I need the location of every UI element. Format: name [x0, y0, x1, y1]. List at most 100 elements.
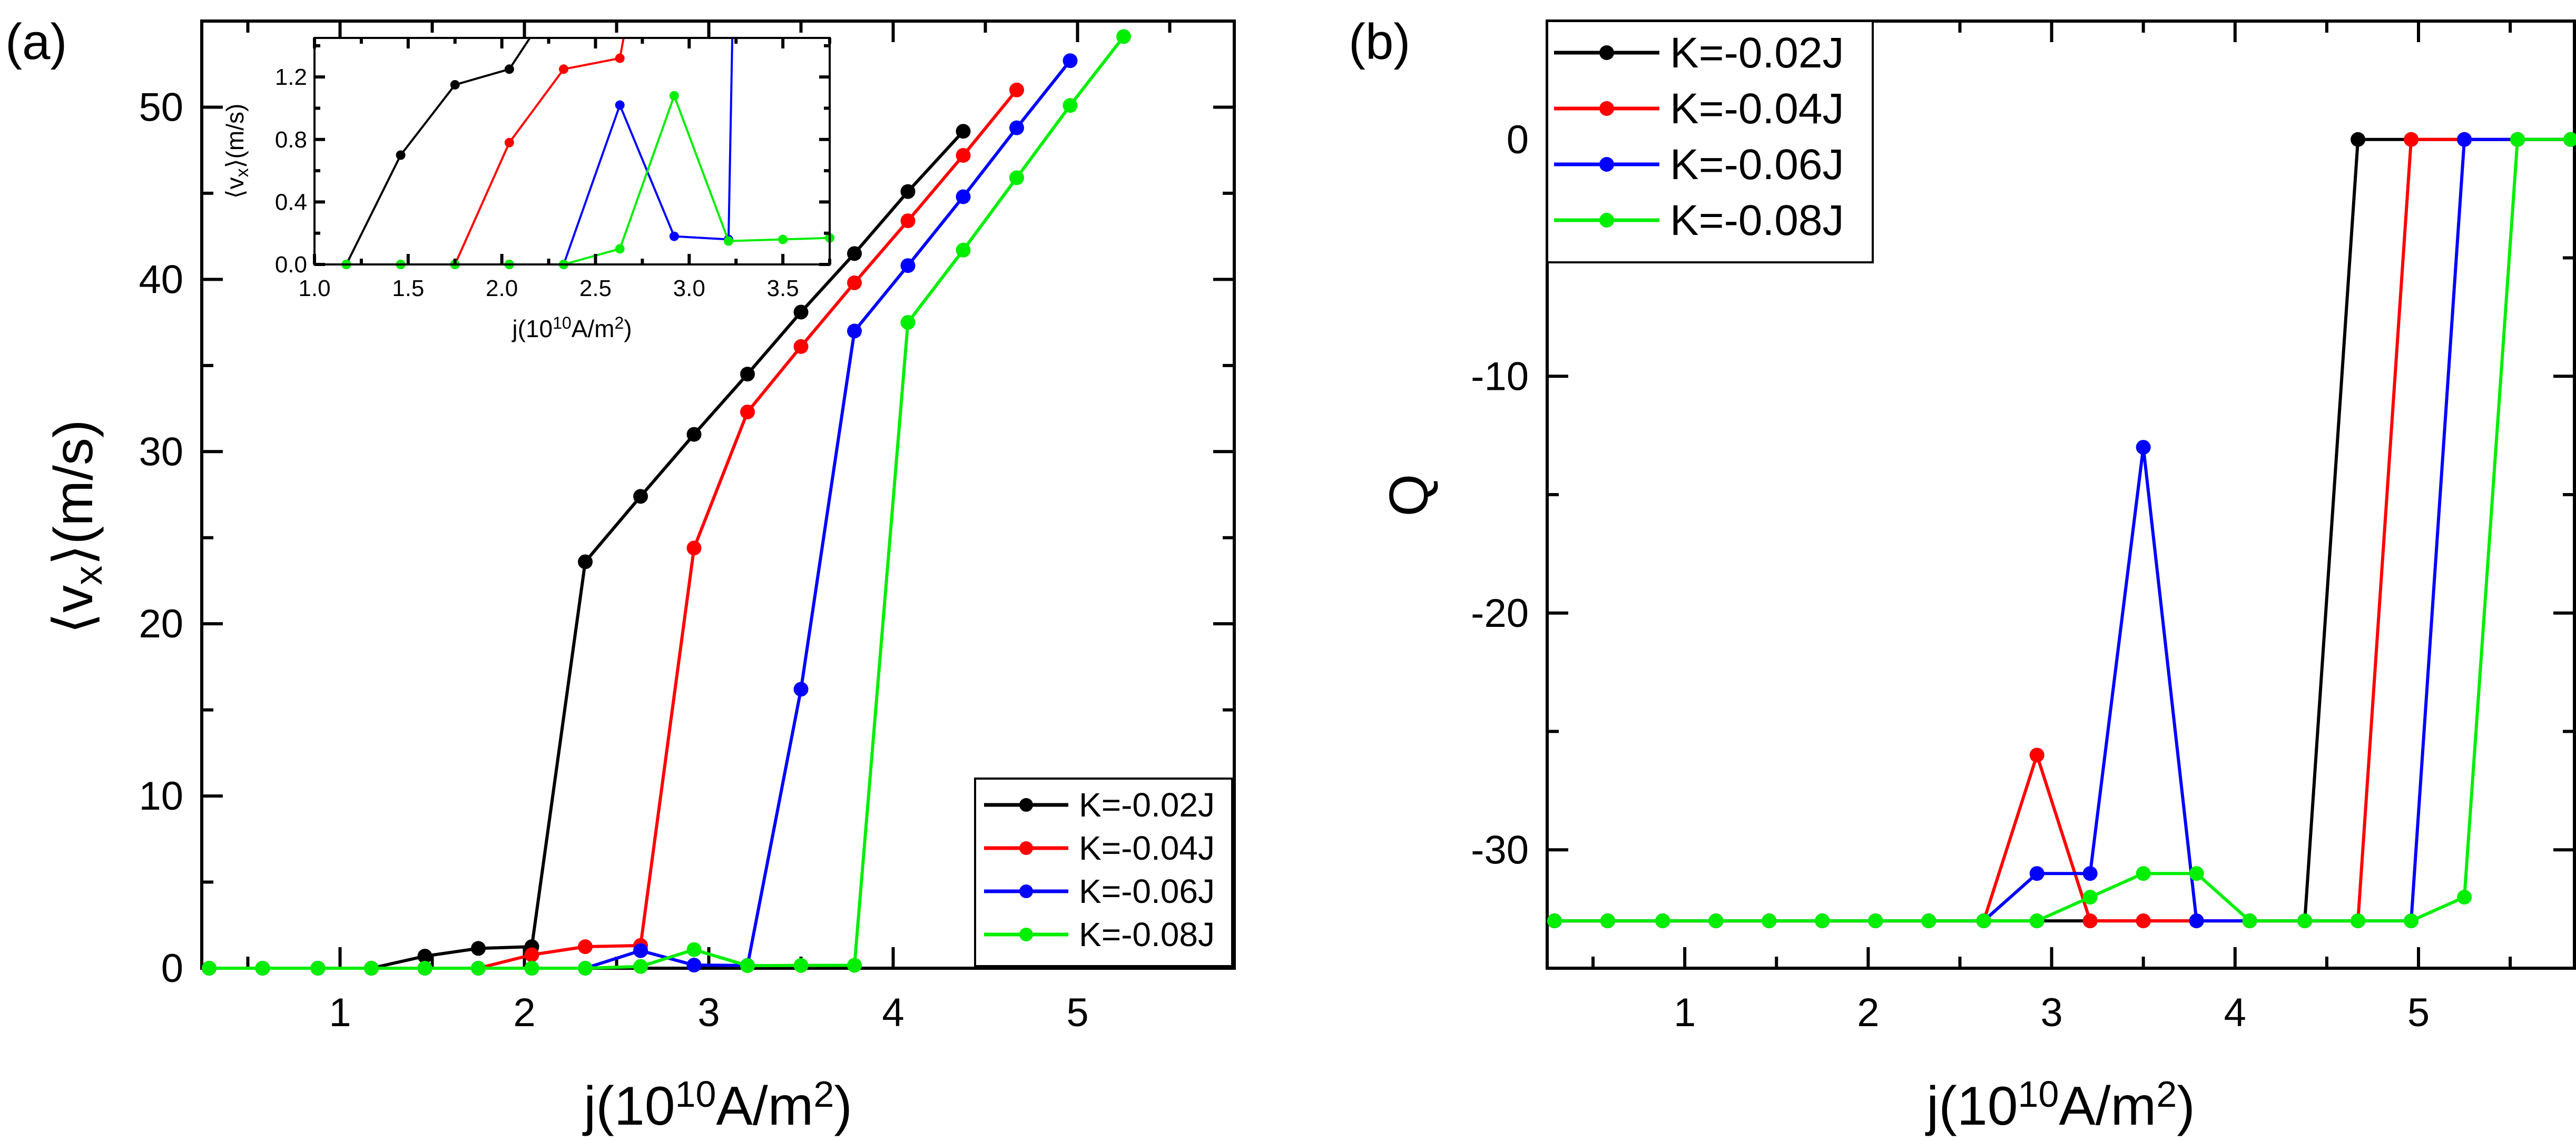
data-point: [793, 682, 809, 697]
data-point: [686, 540, 702, 556]
data-point: [740, 405, 755, 420]
panel-b-xlabel: j(1010A/m2): [1925, 1074, 2195, 1137]
data-point: [1762, 913, 1777, 929]
y-tick-label: -20: [1471, 591, 1529, 636]
x-tick-label: 1.5: [392, 276, 424, 301]
panel-b-legend: K=-0.02J K=-0.04J K=-0.06J K=-0.08J: [1546, 20, 1874, 263]
data-point: [1921, 913, 1936, 929]
data-point: [1868, 913, 1883, 929]
legend-marker: [1019, 928, 1033, 941]
data-point: [778, 234, 788, 244]
inset-xlabel: j(1010A/m2): [511, 313, 632, 342]
legend-marker: [1599, 101, 1614, 116]
x-tick-label: 4: [882, 990, 904, 1035]
x-tick-label: 2.5: [579, 276, 612, 301]
legend-label: K=-0.08J: [1079, 916, 1215, 953]
data-point: [471, 961, 486, 976]
legend-marker: [1599, 213, 1614, 228]
data-point: [793, 958, 809, 973]
data-point: [310, 961, 326, 976]
legend-label: K=-0.02J: [1079, 786, 1215, 824]
x-tick-label: 1.0: [298, 276, 330, 301]
data-point: [558, 64, 568, 74]
legend-marker: [1019, 841, 1033, 855]
data-point: [1655, 913, 1670, 929]
data-point: [2404, 913, 2419, 929]
y-tick-label: 10: [139, 774, 183, 819]
data-point: [578, 961, 593, 976]
data-point: [2082, 890, 2098, 905]
y-tick-label: 0.8: [275, 127, 307, 153]
panel-a-frame: [200, 19, 1236, 970]
panel-b-series: [1547, 132, 2576, 929]
y-tick-label: 50: [139, 85, 183, 130]
legend-label: K=-0.08J: [1670, 196, 1844, 244]
legend-marker: [1019, 798, 1033, 812]
data-point: [578, 939, 593, 955]
data-point: [1600, 913, 1615, 929]
data-point: [1116, 29, 1131, 44]
data-point: [686, 958, 702, 973]
data-point: [900, 213, 916, 229]
data-point: [793, 304, 809, 320]
data-point: [417, 949, 432, 964]
x-tick-label: 5: [1066, 990, 1088, 1035]
y-tick-label: 1.2: [275, 64, 307, 90]
x-tick-label: 3.0: [673, 276, 705, 301]
panel-label-b: (b): [1349, 14, 1410, 70]
data-point: [615, 53, 625, 63]
inset-frame: [313, 37, 831, 265]
data-point: [956, 189, 971, 204]
data-point: [900, 184, 916, 199]
data-point: [202, 961, 217, 976]
y-tick-label: 20: [139, 602, 183, 646]
x-tick-label: 3: [697, 990, 720, 1035]
data-point: [2297, 913, 2313, 929]
data-point: [504, 137, 514, 147]
data-point: [255, 961, 270, 976]
x-tick-label: 4: [2224, 990, 2246, 1035]
data-point: [900, 315, 916, 330]
legend-label: K=-0.06J: [1670, 141, 1844, 189]
panel-b-ylabel: Q: [1379, 474, 1440, 517]
data-point: [1009, 120, 1024, 135]
legend-marker: [1599, 157, 1614, 172]
legend-label: K=-0.02J: [1670, 29, 1844, 77]
data-point: [723, 236, 733, 246]
x-tick-label: 3: [2040, 990, 2062, 1035]
panel-a-ylabel: ⟨vx⟩(m/s): [43, 420, 110, 634]
data-point: [2457, 890, 2472, 905]
data-point: [740, 367, 755, 382]
x-tick-label: 3.5: [767, 276, 799, 301]
data-point: [2082, 913, 2098, 929]
data-point: [2136, 866, 2151, 881]
data-point: [504, 64, 514, 74]
panel-a-inset: 1.0 1.5 2.0 2.5 3.0 3.5 0.0 0.4 0.8 1.2 ⟨vx⟩(m/s)…: [221, 37, 834, 342]
data-point: [2563, 132, 2576, 147]
data-point: [1547, 913, 1562, 929]
data-point: [578, 554, 593, 569]
legend-label: K=-0.04J: [1670, 85, 1844, 133]
data-point: [2136, 913, 2151, 929]
panel-a-legend: K=-0.02J K=-0.04J K=-0.06J K=-0.08J: [974, 778, 1233, 967]
x-tick-label: 1: [329, 990, 351, 1035]
x-tick-label: 2: [513, 990, 535, 1035]
data-point: [2404, 132, 2419, 147]
x-tick-label: 5: [2407, 990, 2430, 1035]
data-point: [1009, 82, 1024, 97]
data-point: [669, 231, 679, 241]
panel-b: (b) 1 2 3 4 5 -30 -20 -10 0 Q j(1010A/m2) K=-0.0…: [1349, 14, 2576, 1137]
data-point: [2351, 132, 2366, 147]
y-tick-label: 40: [139, 257, 183, 302]
data-point: [615, 100, 625, 110]
data-point: [615, 244, 625, 254]
data-point: [793, 339, 809, 354]
y-tick-label: -10: [1471, 354, 1529, 399]
data-point: [2242, 913, 2257, 929]
data-point: [524, 947, 539, 962]
legend-b-items: K=-0.02J K=-0.04J K=-0.06J K=-0.08J: [1554, 29, 1844, 244]
data-point: [847, 323, 862, 339]
